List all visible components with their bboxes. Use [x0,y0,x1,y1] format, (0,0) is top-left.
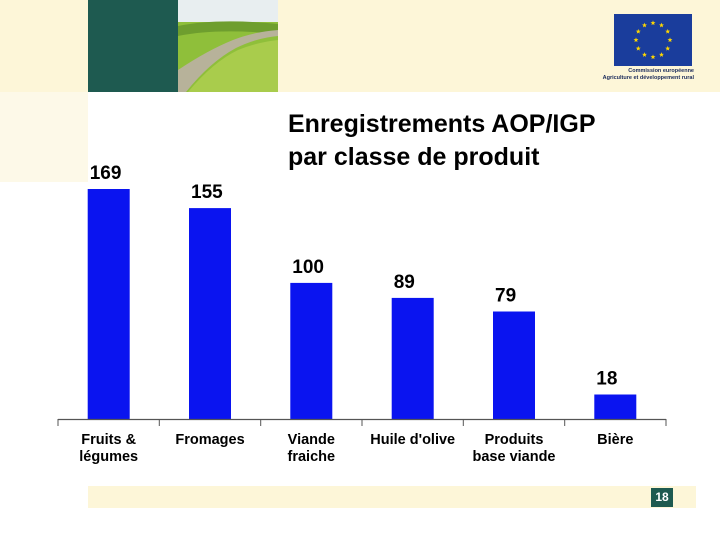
data-label-4: 79 [495,286,516,307]
eu-star-icon [665,45,671,51]
logo-text-line1: Commission européenne [628,68,694,74]
eu-star-icon [665,28,671,34]
eu-star-icon [659,52,664,57]
data-label-5: 18 [596,369,617,390]
data-label-0: 169 [90,163,122,184]
eu-star-icon [642,52,647,57]
bar-1 [189,208,231,419]
landscape-photo [178,0,278,92]
category-label-2-1: fraiche [288,449,336,465]
left-panel [0,92,88,182]
data-label-1: 155 [191,182,223,203]
category-label-3-0: Huile d'olive [370,432,455,448]
bar-2 [290,282,333,419]
category-label-2-0: Viande [288,432,335,448]
data-label-3: 89 [394,272,415,293]
teal-block [88,0,178,92]
logo-caption: Commission européenne Agriculture et dév… [560,68,694,82]
eu-star-icon [659,22,664,28]
eu-star-icon [642,22,647,28]
bar-3 [391,297,434,419]
eu-star-icon [633,37,639,43]
eu-star-icon [650,20,656,26]
bar-5 [594,394,637,419]
eu-flag-logo [614,14,692,66]
bar-4 [493,311,535,419]
chart-title-line1: Enregistrements AOP/IGP [288,110,596,138]
category-label-4-1: base viande [472,449,555,465]
eu-star-icon [635,28,641,34]
data-label-2: 100 [292,257,324,278]
eu-star-icon [667,37,673,43]
eu-star-icon [635,45,641,51]
bar-0 [87,189,130,419]
eu-star-icon [650,54,656,60]
category-label-0-1: légumes [79,449,138,465]
footer-band [88,486,696,508]
category-label-1-0: Fromages [175,432,244,448]
chart-title-line2: par classe de produit [288,143,540,171]
chart-title: Enregistrements AOP/IGP par classe de pr… [288,108,708,174]
category-label-0-0: Fruits & [81,432,136,448]
logo-text-line2: Agriculture et développement rural [602,75,694,81]
category-label-5-0: Bière [597,432,633,448]
page-number: 18 [651,488,673,507]
category-label-4-0: Produits [485,432,544,448]
